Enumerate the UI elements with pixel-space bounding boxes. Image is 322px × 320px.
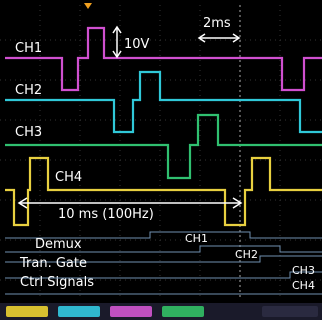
digital-label: CH3 xyxy=(292,264,315,277)
channel-label: CH1 xyxy=(15,41,42,56)
legend-line: Demux xyxy=(35,237,82,252)
volt-scale: 10V xyxy=(124,37,150,52)
channel-label: CH4 xyxy=(55,170,82,185)
scope-screen: 10V 2ms CH1 CH2 CH3 CH4 10 ms (100Hz) De… xyxy=(0,0,322,320)
legend-line: Ctrl Signals xyxy=(20,275,94,290)
time-scale: 2ms xyxy=(203,16,231,31)
legend-line: Tran. Gate xyxy=(19,256,87,271)
digital-label: CH1 xyxy=(185,232,208,245)
period-label: 10 ms (100Hz) xyxy=(58,207,154,222)
channel-label: CH2 xyxy=(15,83,42,98)
status-bar xyxy=(0,303,322,320)
digital-label: CH2 xyxy=(235,248,258,261)
digital-label: CH4 xyxy=(292,279,315,292)
channel-label: CH3 xyxy=(15,125,42,140)
